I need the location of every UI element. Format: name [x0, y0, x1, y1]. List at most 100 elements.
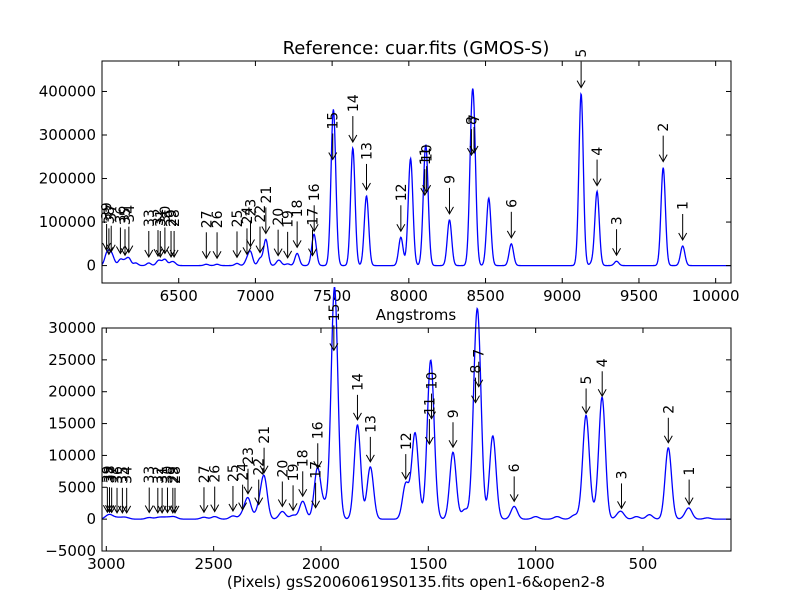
line-id-arrowhead: [144, 505, 154, 514]
line-id-arrowhead: [232, 250, 242, 259]
line-id-arrowhead: [246, 239, 255, 248]
x-tick-label: 10000: [692, 287, 740, 305]
line-id-label: 10: [425, 372, 441, 390]
line-id-label: 11: [418, 147, 434, 165]
line-id-arrowhead: [228, 503, 238, 512]
line-id-arrowhead: [509, 494, 519, 503]
line-id-label: 12: [394, 183, 410, 201]
line-id-arrowhead: [238, 502, 248, 511]
line-id-label: 14: [350, 373, 366, 391]
line-id-label: 18: [296, 449, 312, 467]
line-id-label: 30: [160, 466, 176, 484]
line-id-label: 9: [446, 409, 462, 418]
line-id-arrowhead: [401, 471, 411, 481]
line-id-arrowhead: [396, 224, 406, 233]
y-tick-label: 30000: [48, 319, 96, 337]
line-id-arrowhead: [506, 230, 516, 239]
y-tick-label: −5000: [45, 542, 96, 560]
y-tick-label: 300000: [39, 126, 96, 144]
line-id-label: 34: [122, 205, 138, 223]
line-id-arrowhead: [309, 224, 319, 233]
line-id-arrowhead: [106, 244, 116, 253]
x-tick-label: 7500: [313, 287, 351, 305]
line-id-arrowhead: [144, 249, 154, 258]
x-tick-label: 7000: [236, 287, 274, 305]
x-tick-label: 8500: [466, 287, 504, 305]
line-id-label: 33: [142, 466, 158, 484]
line-id-label: 22: [252, 458, 268, 476]
line-id-label: 19: [286, 463, 302, 481]
x-tick-label: 500: [629, 555, 658, 573]
y-tick-label: 15000: [48, 415, 96, 433]
y-tick-label: 0: [86, 510, 96, 528]
line-id-label: 32: [151, 208, 167, 226]
line-id-label: 3: [610, 216, 626, 225]
line-id-label: 27: [197, 465, 213, 483]
line-id-label: 2: [656, 123, 672, 132]
line-id-label: 38: [103, 465, 119, 483]
line-id-arrowhead: [474, 379, 484, 388]
line-id-arrowhead: [678, 232, 688, 242]
line-id-arrowhead: [255, 245, 265, 254]
line-id-arrowhead: [617, 501, 626, 510]
x-tick-label: 9000: [543, 287, 581, 305]
plot-frame: [101, 60, 732, 284]
line-id-arrowhead: [210, 504, 220, 513]
line-id-arrowhead: [122, 505, 132, 514]
line-id-arrowhead: [576, 80, 586, 89]
line-id-arrowhead: [160, 246, 170, 255]
y-tick-label: 10000: [48, 446, 96, 464]
x-tick-label: 8000: [390, 287, 428, 305]
line-id-label: 23: [244, 199, 260, 217]
line-id-arrowhead: [105, 504, 114, 514]
line-id-label: 23: [241, 447, 257, 465]
line-id-label: 28: [167, 209, 183, 227]
line-id-arrowhead: [308, 248, 317, 257]
y-tick-label: 400000: [39, 82, 96, 100]
spectrum-line: [101, 286, 731, 520]
x-tick-label: 2000: [302, 555, 340, 573]
top-chart-title: Reference: cuar.fits (GMOS-S): [283, 38, 550, 59]
line-id-arrowhead: [424, 436, 434, 446]
line-id-arrowhead: [445, 206, 454, 215]
line-id-label: 28: [168, 466, 184, 484]
x-tick-label: 3000: [87, 555, 125, 573]
line-id-label: 5: [574, 49, 590, 58]
line-id-label: 19: [281, 210, 297, 228]
line-id-label: 26: [210, 210, 226, 228]
line-id-arrowhead: [348, 134, 358, 144]
x-tick-label: 1500: [409, 555, 447, 573]
y-tick-label: 25000: [48, 351, 96, 369]
line-id-arrowhead: [155, 249, 165, 258]
line-id-arrowhead: [329, 343, 339, 352]
line-id-label: 24: [240, 206, 256, 224]
line-id-arrowhead: [261, 226, 271, 235]
line-id-label: 35: [118, 207, 134, 225]
line-id-label: 21: [259, 186, 275, 204]
line-id-label: 20: [271, 208, 287, 226]
line-id-label: 22: [253, 205, 269, 223]
line-id-arrowhead: [581, 406, 591, 415]
line-id-arrowhead: [427, 411, 436, 420]
line-id-arrowhead: [365, 454, 375, 463]
line-id-label: 6: [507, 463, 523, 472]
line-id-arrowhead: [471, 395, 480, 404]
y-tick-label: 5000: [58, 478, 96, 496]
line-id-label: 34: [120, 466, 136, 484]
line-id-label: 11: [422, 397, 438, 415]
line-id-arrowhead: [117, 505, 127, 514]
line-id-label: 17: [309, 461, 325, 479]
x-tick-label: 1000: [517, 555, 555, 573]
line-id-arrowhead: [170, 505, 180, 514]
y-tick-label: 200000: [39, 170, 96, 188]
pixel-spectrum-panel: 3000 2500 2000 1500 1000 500−5000050001000015…: [45, 286, 732, 573]
line-id-arrowhead: [684, 497, 694, 506]
line-id-label: 14: [346, 94, 362, 112]
line-id-label: 27: [199, 210, 215, 228]
line-id-arrowhead: [362, 182, 371, 191]
line-id-label: 4: [595, 358, 611, 367]
line-id-arrowhead: [273, 248, 283, 257]
line-id-arrowhead: [663, 435, 673, 444]
line-id-arrowhead: [169, 249, 179, 258]
